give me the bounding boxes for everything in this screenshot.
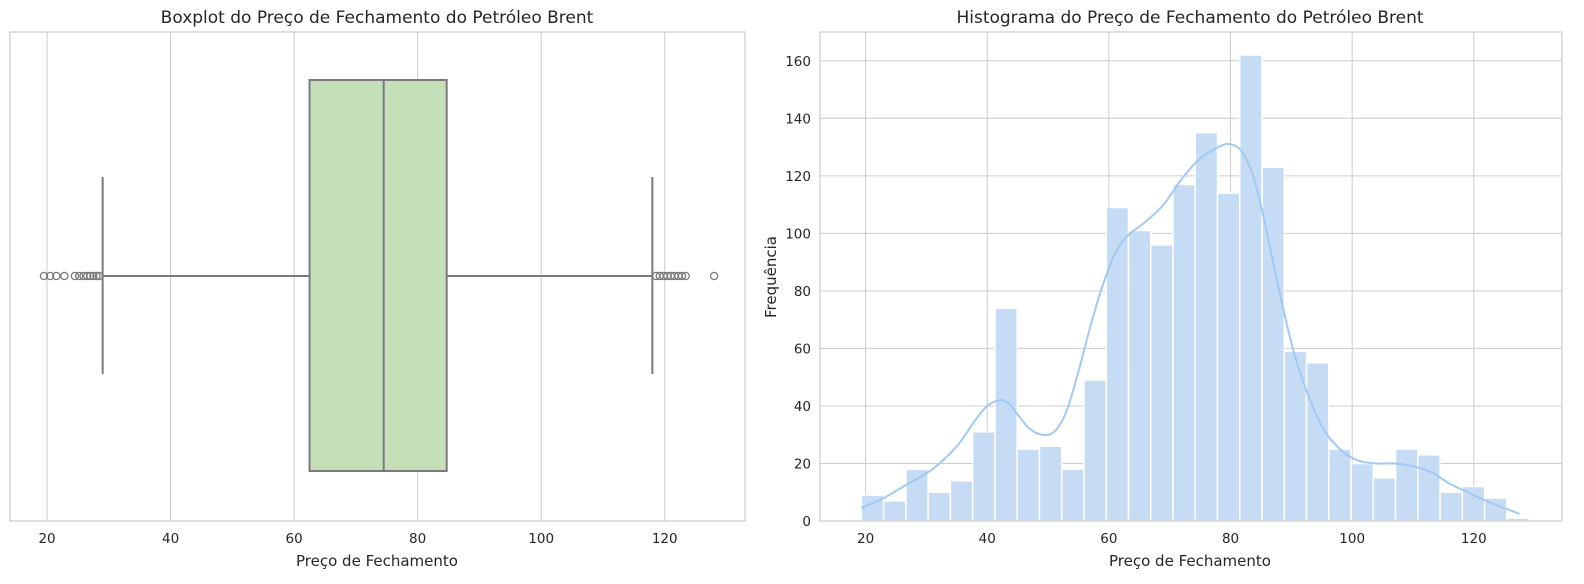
boxplot-outlier-point [86,271,95,281]
boxplot-outlier-point [89,271,98,281]
boxplot-x-axis-label: Preço de Fechamento [296,552,458,570]
histogram-x-axis-label: Preço de Fechamento [1109,552,1271,570]
histogram-y-tick-label: 80 [794,284,811,300]
histogram-bar [1194,131,1219,522]
histogram-bar [1016,448,1041,522]
boxplot-outlier-point [94,271,104,281]
boxplot-body [101,79,654,472]
histogram-bar [1372,477,1397,522]
histogram-x-tick-label: 100 [1339,531,1365,547]
boxplot-x-tick-label: 20 [38,531,55,547]
histogram-bar [1060,468,1085,522]
boxplot-outliers [39,271,719,281]
histogram-bar [1394,448,1419,522]
boxplot-outlier-point [92,271,101,281]
boxplot-box [308,79,448,472]
histogram-y-tick-label: 60 [794,341,811,357]
histogram-bar [1239,54,1263,522]
histogram-bar [905,468,929,522]
boxplot-x-tick-labels: 20 40 60 80 100 120 [38,531,677,547]
boxplot-x-tick-label: 40 [162,531,179,547]
boxplot-outlier-point [709,271,719,281]
histogram-bar [994,307,1018,522]
histogram-y-tick-label: 140 [785,111,811,127]
boxplot-x-tick-label: 60 [286,531,303,547]
histogram-bar [1328,448,1352,522]
boxplot-outlier-point [82,271,92,281]
boxplot-outlier-point [45,271,55,281]
histogram-bar [1261,166,1286,522]
histogram-y-tick-label: 40 [794,399,811,415]
histogram-bar [1038,445,1063,522]
boxplot-outlier-point [52,271,61,281]
boxplot-outlier-point [74,271,84,281]
boxplot-panel: 20 40 60 80 100 120 Boxplot do Preço de Fecha… [9,8,746,570]
histogram-bar [1083,379,1107,522]
histogram-bar [1350,462,1375,522]
histogram-y-axis-label: Frequência [762,236,780,318]
histogram-bar [882,500,907,522]
histogram-bar [1216,192,1241,522]
histogram-y-tick-label: 20 [794,456,811,472]
histogram-bar [1283,350,1308,522]
histogram-x-tick-labels: 20 40 60 80 100 120 [857,531,1487,547]
histogram-x-tick-label: 60 [1100,531,1117,547]
histogram-bar [1305,362,1330,522]
boxplot-frame [9,31,746,522]
histogram-kde-line [860,142,1520,515]
boxplot-x-tick-label: 100 [528,531,554,547]
histogram-bar [1149,244,1174,522]
histogram-bars [860,54,1530,522]
histogram-bar [949,479,974,522]
boxplot-outlier-point [677,271,687,281]
histogram-bar [971,431,996,522]
histogram-bar [1172,183,1197,522]
histogram-y-tick-label: 100 [785,226,811,242]
histogram-x-tick-label: 120 [1461,531,1487,547]
histogram-title: Histograma do Preço de Fechamento do Pet… [956,8,1423,28]
histogram-panel: 20 40 60 80 100 120 0 20 40 60 80 100 120 140 160 His… [762,8,1563,570]
histogram-y-tick-label: 0 [802,514,811,530]
boxplot-outlier-point [39,271,49,281]
boxplot-x-tick-label: 80 [409,531,426,547]
histogram-bar [1417,454,1441,522]
histogram-x-tick-label: 20 [857,531,874,547]
histogram-y-tick-labels: 0 20 40 60 80 100 120 140 160 [785,54,811,530]
histogram-x-tick-label: 80 [1222,531,1239,547]
boxplot-outlier-point [681,271,690,281]
histogram-bar [1105,206,1130,522]
histogram-bar [1439,491,1464,522]
histogram-bar [927,491,952,522]
boxplot-x-tick-label: 120 [652,531,678,547]
histogram-y-tick-label: 160 [785,54,811,70]
boxplot-outlier-point [60,271,69,281]
histogram-bar [1127,229,1152,522]
boxplot-outlier-point [70,271,80,281]
histogram-frame [819,31,1563,522]
boxplot-title: Boxplot do Preço de Fechamento do Petról… [161,8,594,28]
histogram-y-tick-label: 120 [785,169,811,185]
histogram-x-tick-label: 40 [979,531,996,547]
